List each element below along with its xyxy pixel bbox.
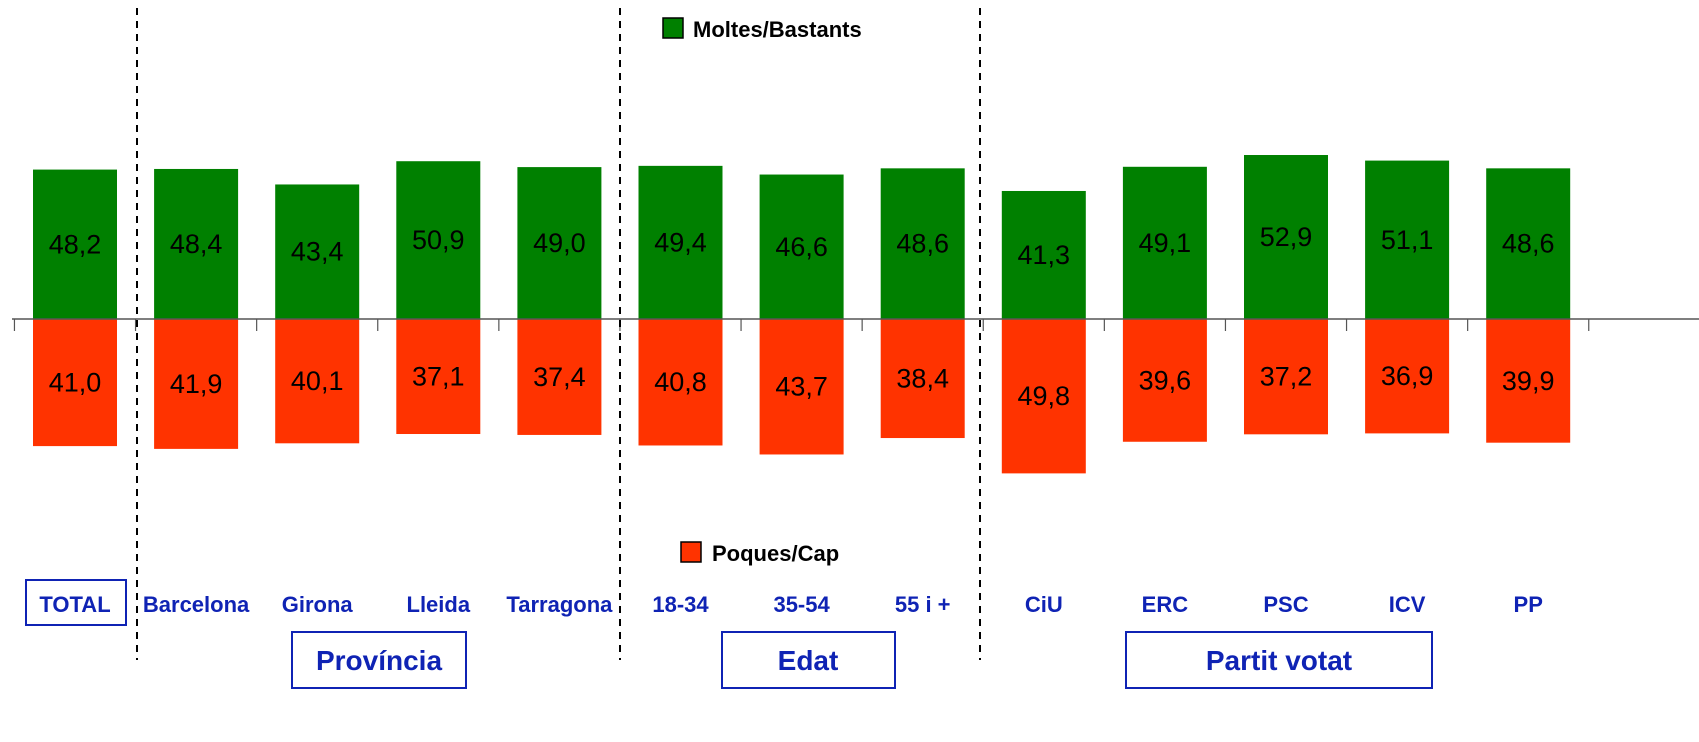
data-label-negative: 43,7 bbox=[775, 372, 828, 402]
data-label-positive: 51,1 bbox=[1381, 225, 1434, 255]
bar-positive-3 bbox=[396, 161, 481, 319]
group-label: Província bbox=[316, 645, 442, 676]
data-label-negative: 37,1 bbox=[412, 362, 465, 392]
group-box-1 bbox=[721, 631, 896, 689]
category-label: Tarragona bbox=[506, 592, 613, 617]
data-label-negative: 38,4 bbox=[896, 364, 949, 394]
bar-positive-0 bbox=[33, 169, 117, 319]
total-label-box bbox=[25, 579, 127, 626]
data-label-positive: 49,4 bbox=[654, 227, 707, 257]
category-label: Girona bbox=[282, 592, 354, 617]
category-label: 55 i + bbox=[895, 592, 951, 617]
category-label: 35-54 bbox=[773, 592, 830, 617]
category-label: Lleida bbox=[407, 592, 471, 617]
group-label: Edat bbox=[778, 645, 839, 676]
data-label-positive: 48,4 bbox=[170, 229, 223, 259]
legend-swatch-negative bbox=[680, 541, 702, 563]
bar-negative-12 bbox=[1486, 319, 1571, 443]
data-label-positive: 49,0 bbox=[533, 228, 586, 258]
data-label-positive: 49,1 bbox=[1139, 228, 1192, 258]
data-label-positive: 48,6 bbox=[896, 229, 949, 259]
group-box-0 bbox=[291, 631, 467, 689]
category-label: 18-34 bbox=[652, 592, 709, 617]
bar-negative-7 bbox=[880, 319, 965, 439]
bar-positive-4 bbox=[517, 167, 602, 319]
bar-negative-11 bbox=[1365, 319, 1450, 434]
data-label-negative: 40,1 bbox=[291, 366, 344, 396]
data-label-positive: 46,6 bbox=[775, 232, 828, 262]
data-label-negative: 41,9 bbox=[170, 369, 223, 399]
bar-positive-9 bbox=[1122, 166, 1207, 319]
data-label-positive: 48,6 bbox=[1502, 229, 1555, 259]
bar-negative-0 bbox=[33, 319, 117, 447]
bar-negative-8 bbox=[1001, 319, 1086, 474]
bar-negative-4 bbox=[517, 319, 602, 435]
bar-positive-7 bbox=[880, 168, 965, 319]
legend-label-positive: Moltes/Bastants bbox=[693, 17, 862, 42]
bar-positive-12 bbox=[1486, 168, 1571, 319]
data-label-negative: 37,2 bbox=[1260, 362, 1313, 392]
bar-negative-2 bbox=[275, 319, 360, 444]
group-box-2 bbox=[1125, 631, 1433, 689]
category-label: ERC bbox=[1142, 592, 1189, 617]
data-label-positive: 48,2 bbox=[49, 229, 102, 259]
legend-label-negative: Poques/Cap bbox=[712, 541, 839, 566]
bar-positive-5 bbox=[638, 165, 723, 319]
bar-negative-10 bbox=[1244, 319, 1328, 435]
bar-positive-10 bbox=[1244, 155, 1328, 319]
category-label: Barcelona bbox=[143, 592, 250, 617]
data-label-negative: 41,0 bbox=[49, 368, 102, 398]
category-label: PSC bbox=[1263, 592, 1308, 617]
data-label-positive: 41,3 bbox=[1018, 240, 1071, 270]
bar-positive-8 bbox=[1001, 190, 1086, 319]
category-label: TOTAL bbox=[39, 592, 110, 617]
data-label-negative: 39,6 bbox=[1139, 365, 1192, 395]
group-label: Partit votat bbox=[1206, 645, 1352, 676]
bar-positive-6 bbox=[759, 174, 844, 319]
data-label-negative: 40,8 bbox=[654, 367, 707, 397]
data-label-positive: 50,9 bbox=[412, 225, 465, 255]
bar-positive-1 bbox=[154, 168, 239, 319]
bar-negative-5 bbox=[638, 319, 723, 446]
bar-positive-2 bbox=[275, 184, 360, 319]
data-label-positive: 52,9 bbox=[1260, 222, 1313, 252]
data-label-negative: 37,4 bbox=[533, 362, 586, 392]
data-label-negative: 39,9 bbox=[1502, 366, 1555, 396]
bar-negative-6 bbox=[759, 319, 844, 455]
bar-negative-9 bbox=[1122, 319, 1207, 442]
category-label: CiU bbox=[1025, 592, 1063, 617]
data-label-negative: 49,8 bbox=[1018, 381, 1071, 411]
bar-positive-11 bbox=[1365, 160, 1450, 319]
bar-negative-1 bbox=[154, 319, 239, 449]
data-label-negative: 36,9 bbox=[1381, 361, 1434, 391]
category-label: PP bbox=[1514, 592, 1543, 617]
category-label: ICV bbox=[1389, 592, 1426, 617]
legend-swatch-positive bbox=[662, 17, 684, 39]
bar-negative-3 bbox=[396, 319, 481, 435]
data-label-positive: 43,4 bbox=[291, 237, 344, 267]
